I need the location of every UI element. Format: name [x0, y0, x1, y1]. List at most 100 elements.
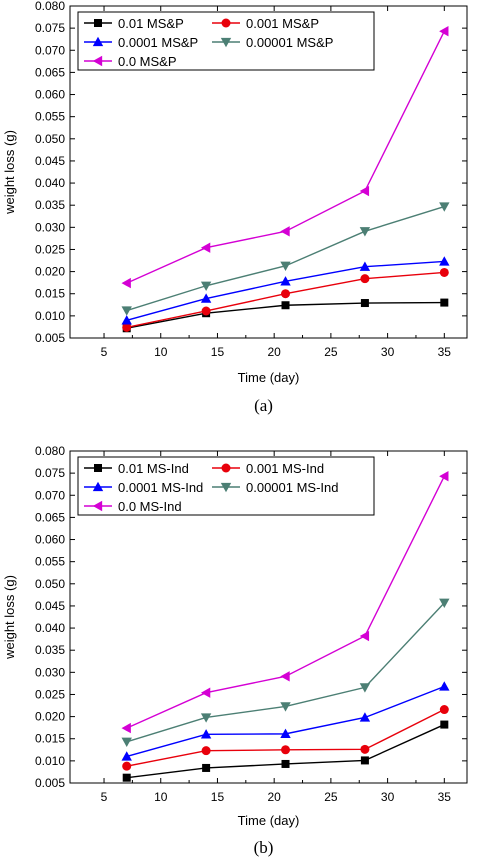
data-point	[201, 306, 211, 316]
x-tick-label: 35	[438, 345, 452, 359]
panel-caption: (b)	[254, 838, 274, 857]
y-tick-label: 0.040	[35, 621, 65, 635]
legend-marker	[221, 18, 231, 28]
y-tick-label: 0.080	[35, 0, 65, 13]
data-point	[121, 737, 132, 748]
data-point	[360, 274, 370, 284]
legend-marker	[92, 55, 103, 67]
panel-caption: (a)	[254, 396, 273, 415]
y-tick-label: 0.075	[35, 21, 65, 35]
x-tick-label: 15	[211, 345, 225, 359]
x-tick-label: 15	[211, 790, 225, 804]
data-point	[200, 242, 211, 253]
legend-label: 0.001 MS-Ind	[246, 461, 324, 476]
legend: 0.01 MS-Ind 0.001 MS-Ind 0.0001 MS-Ind 0.00…	[77, 456, 375, 516]
y-tick-label: 0.030	[35, 665, 65, 679]
data-point	[200, 281, 212, 291]
y-tick-label: 0.005	[35, 331, 65, 345]
data-point	[439, 26, 449, 37]
data-point	[281, 289, 291, 299]
y-tick-label: 0.055	[35, 110, 65, 124]
data-point	[359, 683, 371, 693]
x-tick-label: 30	[381, 790, 395, 804]
y-tick-label: 0.015	[35, 287, 65, 301]
legend-marker	[94, 464, 102, 472]
data-point	[121, 306, 132, 316]
data-point	[122, 322, 132, 332]
y-tick-label: 0.045	[35, 154, 65, 168]
y-tick-label: 0.040	[35, 176, 65, 190]
x-tick-label: 5	[101, 790, 108, 804]
y-tick-label: 0.060	[35, 533, 65, 547]
data-point	[359, 185, 370, 197]
legend-marker	[220, 37, 232, 48]
y-tick-label: 0.025	[35, 242, 65, 256]
data-point	[200, 687, 211, 698]
data-point	[121, 722, 131, 734]
y-tick-label: 0.030	[35, 220, 65, 234]
legend-marker	[92, 500, 103, 512]
y-tick-label: 0.020	[35, 265, 65, 279]
data-point	[439, 256, 450, 266]
y-tick-label: 0.010	[35, 754, 65, 768]
data-point	[281, 301, 290, 310]
y-axis-label: weight loss (g)	[2, 575, 17, 660]
x-axis-label: Time (day)	[238, 813, 300, 828]
x-tick-label: 10	[154, 345, 168, 359]
data-point	[122, 773, 131, 782]
data-point	[359, 630, 370, 642]
legend-label: 0.00001 MS&P	[246, 35, 333, 50]
plot-frame	[69, 5, 468, 339]
y-tick-label: 0.065	[35, 510, 65, 524]
data-point	[280, 276, 291, 286]
y-tick-label: 0.070	[35, 43, 65, 57]
legend-marker	[92, 481, 104, 492]
data-point	[281, 759, 290, 768]
legend-label: 0.0001 MS&P	[118, 35, 198, 50]
y-tick-label: 0.060	[35, 88, 65, 102]
data-point	[439, 202, 450, 212]
x-tick-label: 20	[267, 345, 281, 359]
data-point	[359, 712, 371, 722]
data-point	[439, 705, 449, 715]
data-point	[201, 746, 211, 756]
data-point	[200, 713, 212, 723]
data-point	[280, 226, 290, 237]
data-point	[122, 761, 132, 771]
data-point	[360, 756, 369, 765]
legend-label: 0.00001 MS-Ind	[246, 480, 339, 495]
data-point	[121, 751, 132, 761]
legend-label: 0.0 MS-Ind	[118, 499, 182, 514]
y-tick-label: 0.050	[35, 132, 65, 146]
y-tick-label: 0.010	[35, 309, 65, 323]
data-point	[359, 261, 371, 271]
data-point	[440, 298, 449, 307]
data-point	[121, 315, 132, 325]
data-point	[280, 261, 291, 272]
y-tick-label: 0.015	[35, 732, 65, 746]
y-tick-label: 0.055	[35, 555, 65, 569]
x-tick-label: 25	[324, 345, 338, 359]
x-tick-label: 25	[324, 790, 338, 804]
y-tick-label: 0.035	[35, 198, 65, 212]
data-point	[439, 471, 449, 482]
y-tick-label: 0.070	[35, 488, 65, 502]
y-axis-label: weight loss (g)	[2, 130, 17, 215]
legend-label: 0.0001 MS-Ind	[118, 480, 203, 495]
data-point	[121, 277, 131, 289]
legend-label: 0.001 MS&P	[246, 16, 319, 31]
data-point	[200, 729, 212, 739]
y-tick-label: 0.005	[35, 776, 65, 790]
legend-marker	[220, 482, 232, 493]
y-tick-label: 0.075	[35, 466, 65, 480]
data-point	[280, 702, 291, 712]
x-tick-label: 30	[381, 345, 395, 359]
legend-label: 0.01 MS-Ind	[118, 461, 189, 476]
data-point	[440, 720, 449, 729]
chart-panel-a: 5 10 15 20 25 30 35 0.005 0.010 0.015 0.020 0.025 0.…	[2, 0, 468, 415]
data-point	[280, 728, 291, 739]
data-point	[360, 744, 370, 754]
legend-label: 0.0 MS&P	[118, 54, 177, 69]
legend: 0.01 MS&P 0.001 MS&P 0.0001 MS&P 0.00001 MS…	[77, 11, 375, 71]
